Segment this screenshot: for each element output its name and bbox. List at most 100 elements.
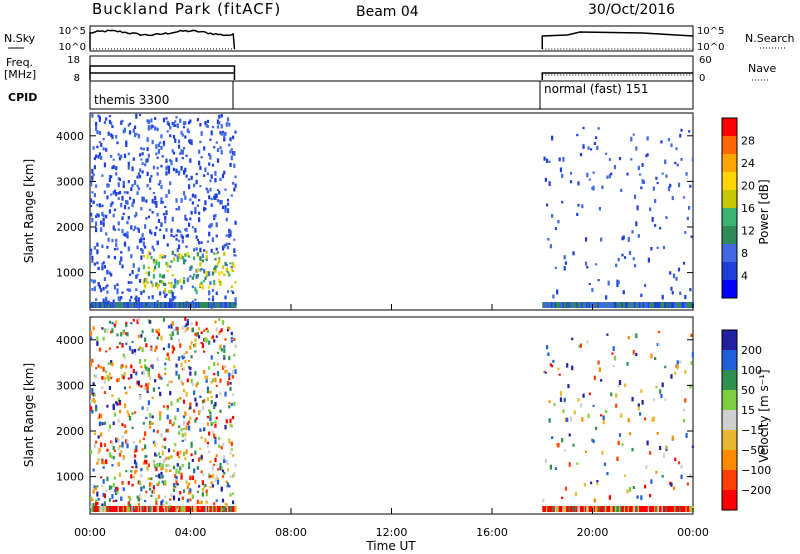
data-cell (91, 302, 94, 308)
data-cell (185, 227, 188, 232)
data-cell (144, 506, 147, 512)
data-cell (214, 401, 217, 407)
colorbar-swatch (722, 350, 737, 370)
data-cell (684, 369, 687, 374)
data-cell (199, 506, 202, 511)
data-cell (228, 302, 231, 308)
data-cell (135, 288, 138, 292)
data-cell (554, 227, 558, 231)
data-cell (199, 302, 202, 308)
data-cell (125, 506, 128, 512)
data-cell (563, 449, 566, 452)
data-cell (201, 473, 205, 476)
data-cell (588, 302, 591, 308)
data-cell (181, 439, 184, 442)
data-cell (582, 144, 585, 149)
data-cell (206, 272, 210, 277)
data-cell (190, 441, 193, 447)
data-cell (567, 302, 570, 308)
data-cell (157, 494, 161, 499)
data-cell (177, 456, 181, 459)
data-cell (164, 302, 167, 308)
data-cell (180, 130, 183, 135)
data-cell (113, 302, 117, 308)
data-cell (102, 287, 105, 291)
data-cell (620, 506, 623, 512)
data-cell (116, 288, 119, 293)
data-cell (194, 397, 197, 402)
data-cell (125, 331, 128, 336)
data-cell (106, 374, 109, 380)
data-cell (151, 283, 154, 288)
cpid-mode-2: normal (fast) 151 (544, 82, 648, 96)
data-cell (101, 263, 104, 268)
data-cell (551, 364, 554, 368)
data-cell (200, 241, 203, 244)
data-cell (656, 182, 659, 185)
data-cell (601, 185, 604, 190)
colorbar-swatch (722, 430, 737, 450)
data-cell (126, 302, 129, 308)
data-cell (116, 487, 119, 492)
data-cell (189, 217, 192, 221)
data-cell (187, 130, 191, 134)
data-cell (170, 160, 173, 166)
data-cell (117, 462, 120, 467)
data-cell (220, 149, 223, 155)
data-cell (626, 506, 629, 512)
data-cell (126, 439, 129, 444)
data-cell (203, 370, 206, 375)
data-cell (144, 337, 147, 342)
data-cell (647, 506, 650, 512)
data-cell (233, 365, 236, 369)
data-cell (607, 302, 610, 308)
data-cell (559, 391, 563, 397)
data-cell (147, 153, 150, 158)
data-cell (123, 204, 127, 210)
data-cell (182, 146, 186, 150)
data-cell (225, 506, 228, 512)
data-cell (206, 172, 210, 176)
data-cell (215, 327, 218, 332)
data-cell (588, 506, 591, 512)
data-cell (572, 506, 575, 512)
data-cell (621, 302, 624, 308)
data-cell (107, 300, 110, 305)
data-cell (156, 506, 159, 512)
data-cell (97, 114, 100, 118)
data-cell (179, 230, 182, 234)
data-cell (187, 425, 191, 431)
data-cell (221, 302, 225, 308)
data-cell (219, 302, 222, 308)
data-cell (612, 506, 615, 512)
data-cell (189, 119, 192, 123)
data-cell (596, 506, 599, 512)
data-cell (631, 302, 634, 308)
data-cell (551, 214, 554, 218)
data-cell (650, 302, 653, 308)
data-cell (214, 177, 217, 183)
data-cell (160, 200, 163, 204)
data-cell (180, 379, 183, 385)
data-cell (149, 187, 152, 190)
data-cell (165, 506, 168, 512)
data-cell (209, 411, 212, 415)
data-cell (549, 244, 552, 249)
data-cell (112, 499, 115, 503)
data-cell (113, 323, 117, 327)
data-cell (95, 407, 98, 412)
data-cell (191, 458, 194, 462)
data-cell (175, 302, 178, 308)
data-cell (166, 269, 169, 272)
data-cell (228, 377, 231, 381)
data-cell (647, 257, 650, 263)
data-cell (571, 365, 574, 371)
data-cell (674, 302, 677, 308)
data-cell (144, 245, 147, 249)
data-cell (96, 336, 99, 342)
data-cell (196, 118, 199, 122)
data-cell (131, 349, 134, 354)
data-cell (586, 302, 589, 308)
colorbar-swatch (722, 172, 737, 190)
data-cell (546, 203, 549, 207)
